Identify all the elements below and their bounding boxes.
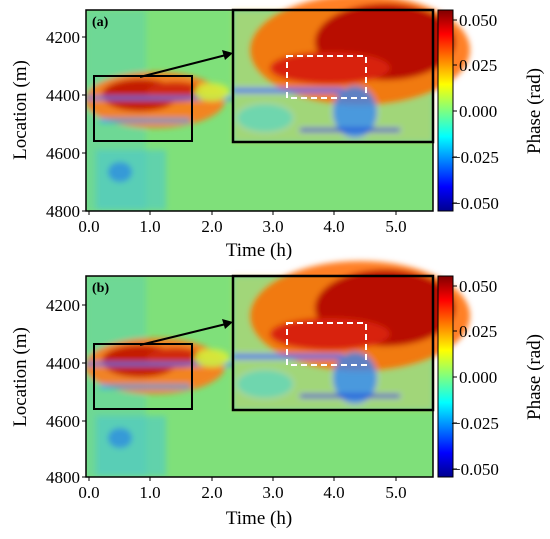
- y-tick-label: 4200: [46, 28, 80, 47]
- panel-b: (b) 4200 4400 4600 4800 0.0 1.0 2.0 3.0 …: [10, 261, 545, 529]
- highlight-box-a: [286, 55, 367, 99]
- colorbar-tick-label: −0.050: [451, 194, 499, 213]
- y-tick-label: 4200: [46, 296, 80, 315]
- colorbar-title-a: Phase (rad): [524, 68, 545, 154]
- x-tick-label: 4.0: [323, 483, 344, 502]
- x-tick-label: 3.0: [262, 217, 283, 236]
- colorbar-tick-label: −0.025: [451, 148, 499, 167]
- colorbar-tick-label: 0.050: [459, 11, 497, 30]
- y-tick-label: 4800: [46, 468, 80, 487]
- colorbar-gradient-a: [437, 9, 454, 212]
- zoom-arrow-head-a: [222, 50, 233, 60]
- plot-frame-a: [85, 9, 434, 212]
- zoom-arrow-head-b: [222, 319, 233, 329]
- x-axis-a: 0.0 1.0 2.0 3.0 4.0 5.0: [78, 211, 407, 236]
- y-tick-label: 4400: [46, 86, 80, 105]
- x-tick-label: 1.0: [139, 483, 160, 502]
- colorbar-tick-label: 0.025: [459, 56, 497, 75]
- panel-a: (a) 4200 4400 4600 4800 0.0 1.0 2.0 3.0 …: [10, 0, 545, 261]
- colorbar-gradient-b: [437, 275, 454, 478]
- y-axis-a: 4200 4400 4600 4800: [46, 28, 86, 221]
- colorbar-tick-label: 0.050: [459, 277, 497, 296]
- highlight-box-b: [286, 322, 367, 366]
- colorbar-tick-label: 0.000: [459, 102, 497, 121]
- panel-label-b: (b): [92, 281, 109, 296]
- x-tick-label: 2.0: [201, 483, 222, 502]
- x-tick-label: 4.0: [323, 217, 344, 236]
- x-axis-b: 0.0 1.0 2.0 3.0 4.0 5.0: [78, 477, 407, 502]
- inset-a: [231, 0, 470, 144]
- colorbar-b: 0.050 0.025 0.000 −0.025 −0.050 Phase (r…: [437, 275, 545, 479]
- x-tick-label: 2.0: [201, 217, 222, 236]
- x-tick-label: 1.0: [139, 217, 160, 236]
- x-tick-label: 3.0: [262, 483, 283, 502]
- colorbar-tick-label: −0.050: [451, 460, 499, 479]
- x-tick-label: 0.0: [78, 217, 99, 236]
- colorbar-title-b: Phase (rad): [524, 334, 545, 420]
- colorbar-tick-label: −0.025: [451, 414, 499, 433]
- y-tick-label: 4400: [46, 354, 80, 373]
- plot-frame-b: [85, 275, 434, 478]
- colorbar-a: 0.050 0.025 0.000 −0.025 −0.050 Phase (r…: [437, 9, 545, 213]
- y-tick-label: 4600: [46, 144, 80, 163]
- panel-label-a: (a): [92, 15, 109, 30]
- x-tick-label: 5.0: [385, 217, 406, 236]
- colorbar-tick-label: 0.025: [459, 322, 497, 341]
- x-axis-title-b: Time (h): [226, 508, 292, 529]
- y-tick-label: 4600: [46, 412, 80, 431]
- colorbar-tick-label: 0.000: [459, 368, 497, 387]
- x-tick-label: 5.0: [385, 483, 406, 502]
- x-axis-title-a: Time (h): [226, 240, 292, 261]
- y-axis-b: 4200 4400 4600 4800: [46, 296, 86, 487]
- zoom-arrow-b: [139, 323, 227, 346]
- zoom-arrow-a: [139, 54, 227, 78]
- inset-b: [231, 261, 470, 412]
- y-tick-label: 4800: [46, 202, 80, 221]
- y-axis-title-b: Location (m): [10, 327, 31, 427]
- x-tick-label: 0.0: [78, 483, 99, 502]
- y-axis-title-a: Location (m): [10, 60, 31, 160]
